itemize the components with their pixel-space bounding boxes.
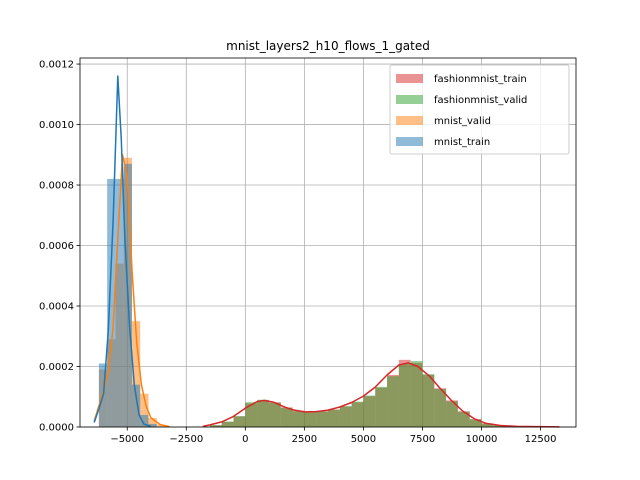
histogram-bar [140,393,149,427]
histogram-bar [268,402,281,427]
legend-label: fashionmnist_valid [434,95,527,106]
y-tick-label: 0.0010 [39,120,74,131]
legend-label: fashionmnist_train [434,74,527,85]
histogram-bar [156,424,166,427]
kde-line [93,154,170,428]
legend-swatch [396,74,423,83]
histogram-bar [410,361,423,427]
legend-swatch [396,116,423,125]
legend: fashionmnist_train fashionmnist_validmnis… [389,64,570,155]
histogram-bar [446,401,458,427]
histogram-bar [115,178,124,427]
histogram-bar [148,417,157,427]
histogram-bar [131,321,141,427]
y-tick-label: 0.0006 [39,241,74,252]
chart-title: mnist_layers2_h10_flows_1_gated [226,39,430,53]
legend-box [389,64,570,155]
histogram-bar [457,411,470,427]
histogram-bar [257,399,269,427]
histogram-bar [131,384,141,427]
axis-ticks: −5000 −2500 0 2500 5000 7500 10000 12500 0.0000 0… [39,60,556,445]
histogram-bar [233,416,246,427]
y-tick-label: 0.0000 [39,423,74,434]
histogram-bar [328,409,340,427]
legend-swatch [396,137,423,146]
x-tick-label: 7500 [410,434,435,445]
histogram-bar [398,364,411,427]
histogram-bar [434,388,447,427]
legend-label: mnist_train [434,137,490,148]
histogram-bar [387,376,399,427]
histogram-bar [292,411,305,427]
legend-swatch [396,95,423,104]
x-tick-label: −5000 [110,434,144,445]
histogram-bar [221,421,234,427]
x-tick-label: −2500 [169,434,203,445]
histogram-bar [304,412,317,427]
histogram-bar [351,401,364,427]
histogram-bar [140,414,149,427]
histogram-bar [469,419,482,427]
y-tick-label: 0.0004 [39,302,74,313]
y-tick-label: 0.0008 [39,181,74,192]
x-tick-label: 2500 [292,434,317,445]
y-tick-label: 0.0012 [39,60,74,71]
y-tick-label: 0.0002 [39,362,74,373]
histogram-bar [148,423,157,427]
kde-line [202,362,560,428]
histogram-bars [98,157,517,428]
histogram-bar [493,425,506,427]
x-tick-label: 5000 [351,434,376,445]
histogram-bar [422,374,435,427]
x-tick-label: 10000 [466,434,498,445]
legend-label: mnist_valid [434,116,491,127]
histogram-bar [481,423,494,427]
x-tick-label: 0 [242,434,248,445]
histogram-bar [339,406,352,427]
histogram-bar [209,425,222,427]
histogram-bar [363,395,376,427]
plot-frame [79,57,577,428]
kde-curves [93,75,560,428]
kde-line [93,75,152,428]
histogram-bar [316,411,328,427]
histogram-bar [107,178,116,427]
x-tick-label: 12500 [525,434,557,445]
histogram-bar [245,402,258,427]
histogram-bar [280,407,293,427]
histogram-bar [375,386,388,427]
